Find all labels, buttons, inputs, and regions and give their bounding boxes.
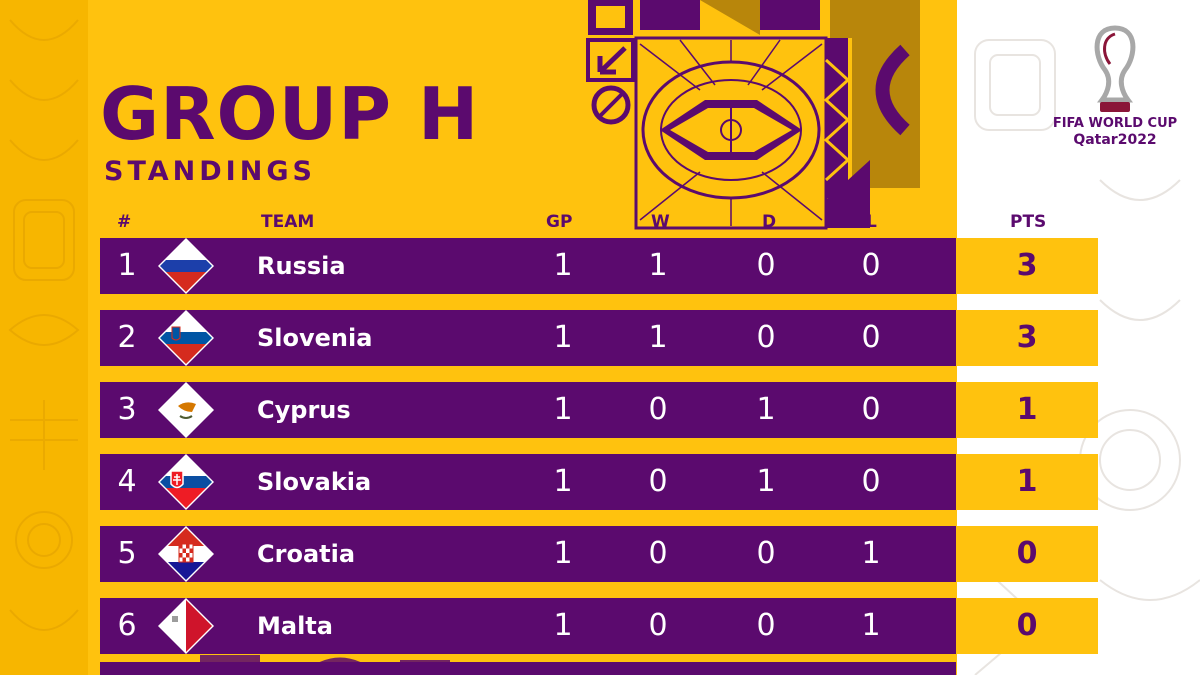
row-bar [100, 598, 956, 654]
row-bar [100, 454, 956, 510]
standings-row: 3 Cyprus 1 0 1 0 1 [100, 382, 1098, 438]
rank-cell: 4 [117, 464, 137, 499]
team-name: Slovakia [257, 468, 372, 496]
points-cell: 1 [1016, 464, 1038, 499]
points-box [956, 310, 1098, 366]
standings-row: 4 Slovakia 1 0 1 0 1 [100, 454, 1098, 510]
draws-cell: 1 [756, 464, 776, 499]
column-header-w: W [651, 212, 670, 232]
team-name: Croatia [257, 540, 356, 568]
page-subtitle: STANDINGS [104, 156, 316, 187]
points-cell: 0 [1016, 536, 1038, 571]
points-box [956, 526, 1098, 582]
rank-cell: 2 [117, 320, 137, 355]
wins-cell: 1 [648, 320, 668, 355]
column-header-rank: # [117, 212, 132, 232]
partial-row-bar [100, 662, 956, 675]
gp-cell: 1 [553, 248, 573, 283]
points-box [956, 598, 1098, 654]
wins-cell: 0 [648, 608, 668, 643]
points-box [956, 382, 1098, 438]
standings-row: 5 Croatia 1 0 0 1 0 [100, 526, 1098, 582]
losses-cell: 0 [861, 464, 881, 499]
gp-cell: 1 [553, 536, 573, 571]
losses-cell: 1 [861, 608, 881, 643]
points-box [956, 238, 1098, 294]
trophy-icon [1094, 25, 1136, 112]
draws-cell: 1 [756, 392, 776, 427]
gp-cell: 1 [553, 464, 573, 499]
losses-cell: 0 [861, 392, 881, 427]
rank-cell: 6 [117, 608, 137, 643]
losses-cell: 1 [861, 536, 881, 571]
column-header-pts: PTS [1010, 212, 1047, 232]
team-name: Slovenia [257, 324, 373, 352]
wins-cell: 1 [648, 248, 668, 283]
row-bar [100, 526, 956, 582]
points-box [956, 454, 1098, 510]
russia-flag-icon [158, 238, 214, 294]
rank-cell: 5 [117, 536, 137, 571]
cyprus-flag-icon [158, 382, 214, 438]
rank-cell: 3 [117, 392, 137, 427]
draws-cell: 0 [756, 248, 776, 283]
points-cell: 0 [1016, 608, 1038, 643]
points-cell: 3 [1016, 320, 1038, 355]
wins-cell: 0 [648, 392, 668, 427]
gp-cell: 1 [553, 392, 573, 427]
logo-line-2: Qatar2022 [1073, 132, 1157, 148]
column-header-d: D [762, 212, 777, 232]
world-cup-logo: FIFA WORLD CUP Qatar2022 [1050, 24, 1180, 150]
losses-cell: 0 [861, 320, 881, 355]
column-header-l: L [866, 212, 877, 232]
slovenia-flag-icon [158, 310, 214, 366]
points-cell: 1 [1016, 392, 1038, 427]
team-name: Cyprus [257, 396, 351, 424]
column-header-gp: GP [546, 212, 573, 232]
slovakia-flag-icon [158, 454, 214, 510]
malta-flag-icon [158, 598, 214, 654]
gp-cell: 1 [553, 320, 573, 355]
column-header-team: TEAM [261, 212, 315, 232]
logo-line-1: FIFA WORLD CUP [1052, 116, 1178, 131]
row-bar [100, 382, 956, 438]
row-bar [100, 238, 956, 294]
left-pattern-band [0, 0, 88, 675]
draws-cell: 0 [756, 320, 776, 355]
draws-cell: 0 [756, 536, 776, 571]
croatia-flag-icon [158, 526, 214, 582]
team-name: Malta [257, 612, 333, 640]
wins-cell: 0 [648, 536, 668, 571]
standings-row: 6 Malta 1 0 0 1 0 [100, 598, 1098, 654]
decorative-emblem [586, 0, 920, 230]
standings-row: 1 Russia 1 1 0 0 3 [100, 238, 1098, 294]
standings-row: 2 Slovenia 1 1 0 0 3 [100, 310, 1098, 366]
losses-cell: 0 [861, 248, 881, 283]
row-bar [100, 310, 956, 366]
draws-cell: 0 [756, 608, 776, 643]
team-name: Russia [257, 252, 346, 280]
wins-cell: 0 [648, 464, 668, 499]
page-title: GROUP H [100, 72, 480, 156]
rank-cell: 1 [117, 248, 137, 283]
gp-cell: 1 [553, 608, 573, 643]
points-cell: 3 [1016, 248, 1038, 283]
